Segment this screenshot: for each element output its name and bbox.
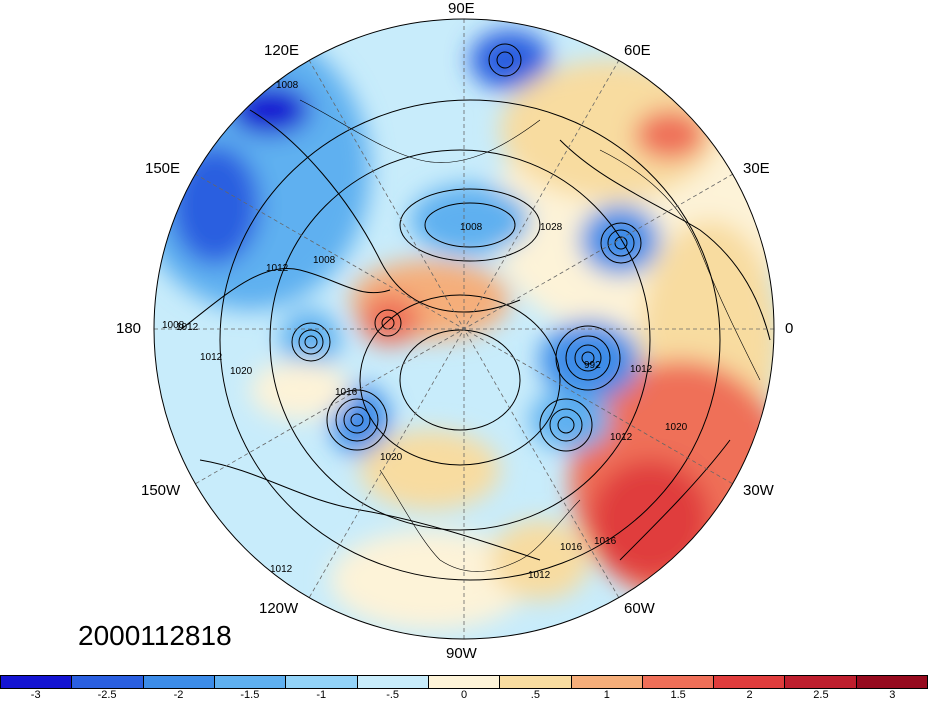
lon-label-60e: 60E [624, 42, 651, 59]
colorbar-swatch [143, 676, 215, 688]
lon-label-90w: 90W [446, 645, 477, 662]
shaded-anomaly-field [154, 19, 774, 639]
contour-label: 992 [584, 360, 601, 371]
lon-label-30e: 30E [743, 160, 770, 177]
colorbar-tick-label: .5 [530, 689, 540, 701]
colorbar-swatch [500, 676, 572, 688]
contour-label: 1012 [200, 352, 223, 363]
lon-label-120w: 120W [259, 600, 299, 617]
lon-label-30w: 30W [743, 482, 774, 499]
lon-label-150w: 150W [141, 482, 181, 499]
polar-stereographic-map: 1008100810121008100810121012101610201016… [153, 18, 775, 640]
contour-label: 1028 [540, 222, 563, 233]
colorbar-swatch [642, 676, 715, 688]
colorbar-swatch [571, 676, 643, 688]
contour-label: 1020 [665, 422, 688, 433]
contour-label: 1012 [610, 432, 633, 443]
contour-label: 1008 [460, 222, 483, 233]
colorbar-swatch [714, 676, 786, 688]
lon-label-60w: 60W [624, 600, 655, 617]
coastlines [299, 99, 761, 572]
contour-label: 1012 [270, 564, 293, 575]
colorbar-swatch [428, 676, 501, 688]
graticule [154, 19, 774, 639]
colorbar-tick-label: 0 [460, 689, 468, 701]
colorbar-tick-label: 2.5 [813, 689, 829, 701]
colorbar-swatch [856, 676, 928, 688]
date-time-title: 2000112818 [78, 620, 232, 651]
contour-label: 1016 [335, 387, 358, 398]
colorbar-swatch [214, 676, 287, 688]
colorbar-tick-label: -.5 [386, 689, 400, 701]
contour-label: 1012 [176, 322, 199, 333]
contour-label: 1012 [528, 570, 551, 581]
lon-label-90e: 90E [448, 0, 475, 17]
contour-label: 1012 [630, 364, 653, 375]
colorbar-swatch [72, 676, 144, 688]
contour-label: 1008 [276, 80, 299, 91]
map-boundary [153, 18, 775, 640]
contour-label: 1008 [313, 255, 336, 266]
contour-label: 1012 [266, 263, 289, 274]
colorbar-swatch [785, 676, 857, 688]
colorbar-tick-label: -3 [30, 689, 41, 701]
contour-label: 1016 [560, 542, 583, 553]
colorbar-tick-label: 1 [603, 689, 610, 701]
contour-labels: 1008100810121008100810121012101610201016… [162, 80, 688, 581]
contour-label: 1016 [594, 536, 617, 547]
contour-label: 1020 [230, 366, 253, 377]
colorbar-tick-label: -1 [316, 689, 327, 701]
colorbar-tick-label: -2.5 [97, 689, 117, 701]
colorbar-tick-label: 1.5 [670, 689, 686, 701]
contour-label: 1008 [162, 320, 185, 331]
colorbar-swatch [357, 676, 429, 688]
colorbar-tick-labels: -3 -2.5 -2 -1.5 -1 -.5 0 .5 1 1.5 2 2.5 3 [0, 689, 928, 702]
colorbar-swatch [286, 676, 358, 688]
contour-label: 1020 [380, 452, 403, 463]
lon-label-0: 0 [785, 320, 794, 337]
colorbar-tick-label: -1.5 [240, 689, 260, 701]
colorbar-swatch [1, 676, 73, 688]
colorbar-tick-label: 2 [746, 689, 753, 701]
colorbar-tick-label: -2 [173, 689, 184, 701]
lon-label-150e: 150E [145, 160, 181, 177]
lon-label-120e: 120E [264, 42, 300, 59]
colorbar-tick-label: 3 [889, 689, 896, 701]
lon-label-180: 180 [116, 320, 142, 337]
colorbar [0, 675, 928, 689]
